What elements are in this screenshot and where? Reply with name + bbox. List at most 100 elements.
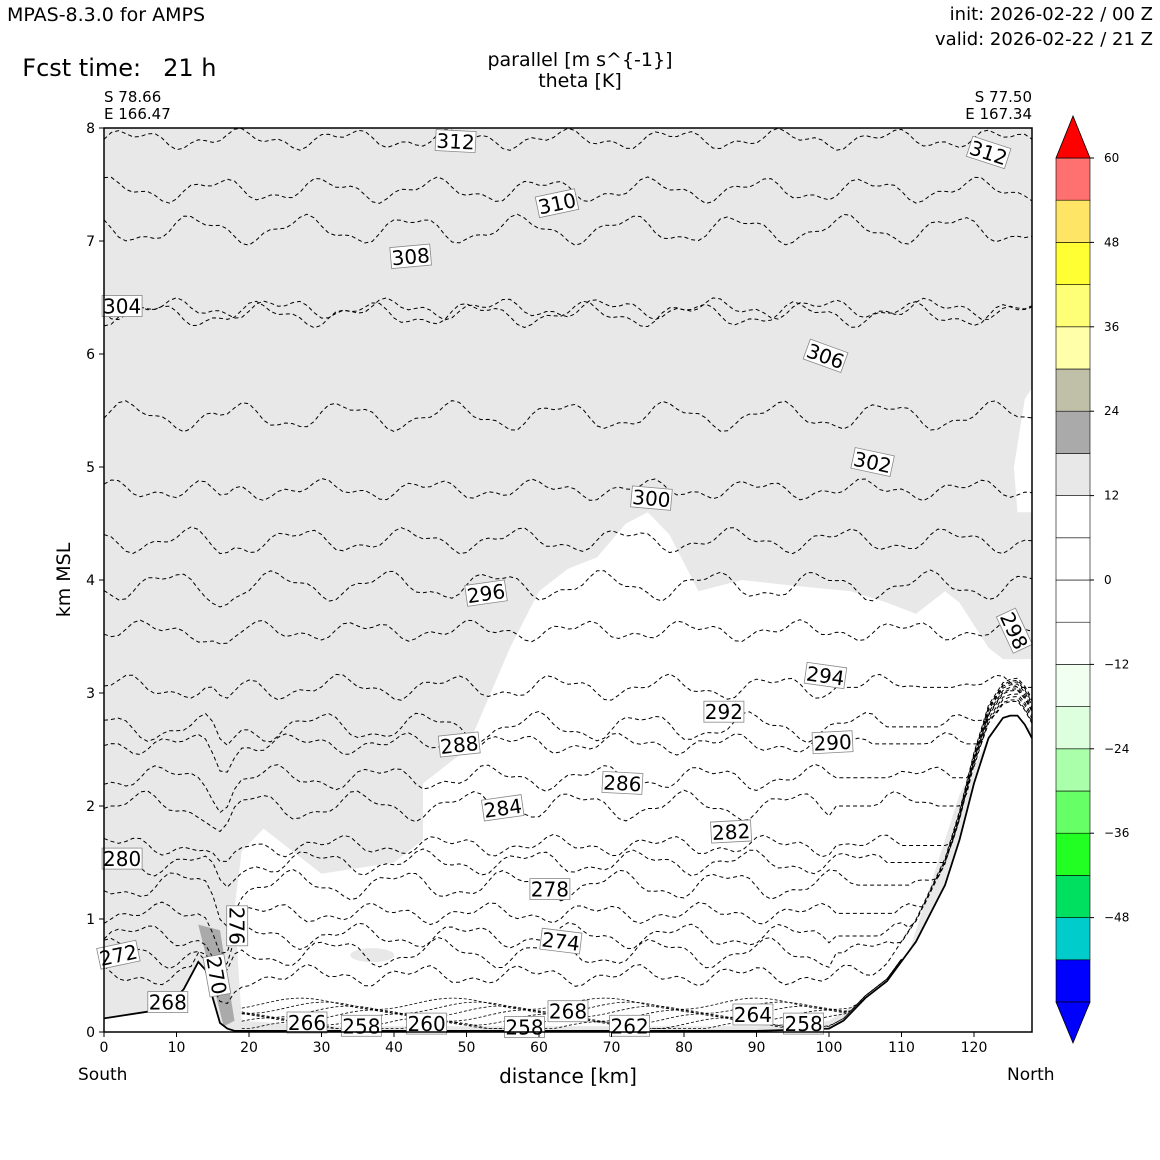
x-axis-label: distance [km] xyxy=(499,1064,637,1088)
contour-label-box xyxy=(732,1003,774,1026)
contour-label-text: 268 xyxy=(149,991,187,1015)
contour-label-box xyxy=(101,847,143,870)
colorbar: 60 48 36 24 12 0 −12 −24 −36 −48 xyxy=(1055,114,1129,1045)
contour-label-box xyxy=(811,730,854,755)
contour-label-284: 284 xyxy=(481,794,525,823)
colorbar-bin xyxy=(1055,453,1091,496)
colorbar-bin xyxy=(1055,875,1091,918)
contour-label-268: 268 xyxy=(547,1000,589,1024)
contour-label-274: 274 xyxy=(539,927,583,956)
x-tick-label: 70 xyxy=(603,1040,621,1056)
colorbar-bin xyxy=(1055,326,1091,370)
colorbar-tick-label: −36 xyxy=(1104,826,1129,840)
colorbar-tick-label: −24 xyxy=(1104,742,1129,756)
colorbar-bin xyxy=(1055,621,1091,665)
theta-contour-270 xyxy=(104,677,1032,1005)
theta-contour-290 xyxy=(104,700,1032,746)
shading-gray-patch xyxy=(350,948,395,963)
contour-label-312: 312 xyxy=(434,129,477,155)
contour-label-box xyxy=(434,129,477,154)
theta-contour-300 xyxy=(104,477,1032,502)
contour-label-box xyxy=(147,991,189,1013)
contour-label-box xyxy=(286,1011,328,1034)
theta-contour-292 xyxy=(104,673,1032,701)
contour-label-box xyxy=(710,819,753,844)
right-end-lat: S 77.50 xyxy=(974,88,1032,106)
y-tick-label: 3 xyxy=(86,686,95,702)
theta-contour-308 xyxy=(104,213,1032,246)
theta-contour-306 xyxy=(104,297,1032,321)
contour-label-290: 290 xyxy=(811,730,854,756)
colorbar-tick-label: 24 xyxy=(1104,404,1119,418)
contour-label-text: 292 xyxy=(705,700,743,724)
y-tick-label: 8 xyxy=(86,121,95,137)
contour-label-276: 276 xyxy=(225,905,249,947)
colorbar-bin xyxy=(1055,917,1091,961)
contour-label-box xyxy=(202,953,232,998)
valid-time: valid: 2026-02-22 / 21 Z xyxy=(935,29,1153,50)
contour-label-266: 266 xyxy=(286,1011,328,1035)
contour-label-text: 288 xyxy=(439,731,479,759)
y-tick-label: 0 xyxy=(86,1025,95,1041)
theta-contour-274 xyxy=(104,681,1032,972)
contour-label-text: 308 xyxy=(391,243,431,270)
theta-contour-282 xyxy=(104,689,1032,862)
contour-label-text: 258 xyxy=(505,1016,543,1040)
contour-label-text: 284 xyxy=(482,794,523,823)
contour-label-box xyxy=(601,770,644,795)
theta-contour-294 xyxy=(104,619,1032,645)
contour-label-box xyxy=(389,243,432,269)
contour-label-box xyxy=(96,939,141,970)
colorbar-tick-label: 12 xyxy=(1104,489,1119,503)
colorbar-bin xyxy=(1055,790,1091,834)
contour-label-box xyxy=(539,927,583,955)
colorbar-bin xyxy=(1055,410,1091,454)
fcst-time-prefix: Fcst time: xyxy=(22,54,142,82)
contour-label-286: 286 xyxy=(601,770,644,796)
init-time: init: 2026-02-22 / 00 Z xyxy=(949,4,1153,25)
contour-label-box xyxy=(226,905,249,947)
colorbar-tick-label: 48 xyxy=(1104,235,1119,249)
theta-contour-surface-6 xyxy=(241,958,902,1010)
colorbar-upper-extend xyxy=(1055,114,1091,159)
fcst-time-value: 21 h xyxy=(163,54,217,82)
contour-label-text: 312 xyxy=(436,129,475,155)
theta-contour-286 xyxy=(104,696,1032,814)
fcst-time-label: Fcst time: 21 h xyxy=(7,32,217,82)
shading-white-region-0 xyxy=(234,512,1032,1027)
colorbar-bin xyxy=(1055,199,1091,243)
contour-label-box xyxy=(481,794,525,822)
contour-label-text: 296 xyxy=(466,579,507,608)
contour-label-text: 258 xyxy=(342,1014,380,1038)
contour-label-box xyxy=(802,338,849,374)
left-end-lat: S 78.66 xyxy=(104,88,162,106)
chart-subtitle: theta [K] xyxy=(538,70,622,92)
contour-label-262: 262 xyxy=(609,1014,650,1038)
colorbar-bin xyxy=(1055,157,1091,201)
contour-label-box xyxy=(703,700,745,723)
chart-title: parallel [m s^{-1}] xyxy=(487,49,673,71)
north-label: North xyxy=(1007,1065,1055,1085)
x-tick-label: 120 xyxy=(961,1040,988,1056)
contour-label-box xyxy=(995,607,1033,654)
x-tick-label: 60 xyxy=(530,1040,548,1056)
y-tick-label: 5 xyxy=(86,460,95,476)
contour-label-264: 264 xyxy=(732,1003,774,1027)
contour-label-258: 258 xyxy=(340,1014,382,1038)
colorbar-bin xyxy=(1055,959,1091,1003)
contour-label-box xyxy=(965,135,1012,170)
colorbar-bin xyxy=(1055,664,1091,707)
contour-label-text: 266 xyxy=(288,1011,326,1035)
contour-label-box xyxy=(406,1012,448,1035)
contour-label-text: 290 xyxy=(813,730,852,756)
contour-label-text: 280 xyxy=(103,847,141,871)
contour-label-296: 296 xyxy=(464,579,508,608)
theta-contour-310 xyxy=(104,176,1032,204)
theta-contour-304 xyxy=(104,300,1032,329)
south-label: South xyxy=(78,1065,128,1085)
colorbar-bin xyxy=(1055,748,1091,792)
contour-label-box xyxy=(437,731,481,758)
contour-label-308: 308 xyxy=(389,243,432,270)
x-tick-label: 30 xyxy=(313,1040,331,1056)
x-tick-label: 40 xyxy=(385,1040,403,1056)
